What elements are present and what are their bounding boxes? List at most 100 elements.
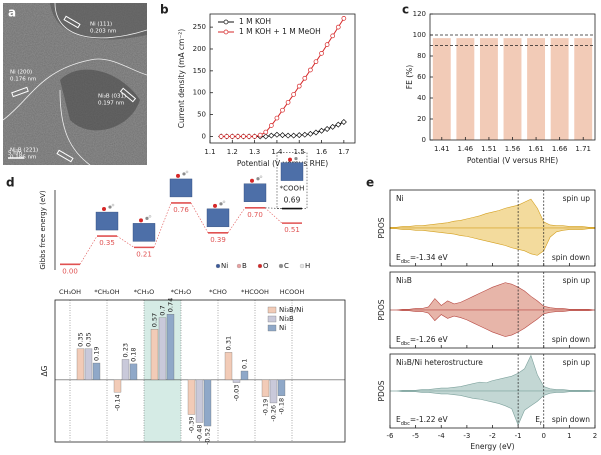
series-label: spin down [552,335,590,344]
data-point [291,92,297,97]
level-label: 0.51 [284,226,300,234]
x-tick-label: 1.1 [204,148,215,156]
connector [264,207,283,209]
adsorbate-atom [102,207,106,212]
adsorbate-atom [222,200,226,204]
y-axis-label: PDOS [377,380,386,401]
slab-model [243,183,267,202]
legend-marker [278,263,284,269]
adsorbate-atom [148,215,152,218]
panel-letter: b [160,3,169,17]
x-tick-label: -5 [412,432,419,440]
data-point [319,51,324,56]
data-point [263,129,269,135]
series-label: spin up [563,358,591,367]
x-tick-label: 1.41 [434,145,450,153]
legend-label: O [263,262,269,270]
plot-frame [389,271,596,349]
bar [224,352,233,381]
adsorbate-atom [294,156,298,161]
slab-model [206,208,230,228]
bar [527,38,546,140]
data-point [318,127,325,134]
data-point [224,134,230,139]
data-point [313,59,319,65]
dos-area [389,198,596,229]
adsorbate-atom [182,172,186,176]
legend-label: C [284,262,289,270]
legend-label: B [242,262,247,270]
category-label: CH₃OH [59,288,81,296]
grain-boundary [59,89,91,166]
data-point [241,134,246,139]
value-label: -0.48 [196,424,204,441]
value-label: -0.18 [278,398,286,415]
x-tick-label: 0 [542,432,546,440]
plot-label: Ni₃B [396,276,412,285]
bar [277,379,286,397]
data-point [307,130,314,137]
y-axis-label: PDOS [377,217,386,238]
spacing-label: 0.203 nm [90,29,116,35]
x-tick-label: 1.66 [552,145,568,153]
plot-label: Ni₃B/Ni heterostructure [396,358,483,367]
lattice-marker [119,87,137,103]
y-tick-label: 50 [197,111,206,119]
grain-region [60,69,140,131]
x-tick-label: 1.46 [458,145,474,153]
value-label: 0.57 [151,313,159,327]
level-label: 0.21 [136,250,152,258]
lattice-marker [56,149,74,163]
slab-model [280,162,304,181]
y-tick-label: 120 [413,10,426,18]
value-label: 0.35 [85,332,93,346]
adsorbate-atom [145,216,149,220]
bar [203,379,212,427]
legend-marker [299,263,305,269]
y-tick-label: 20 [417,115,426,123]
x-tick-label: -4 [438,432,446,440]
lattice-marker [63,15,81,29]
data-point [218,134,224,139]
y-axis-label: PDOS [377,299,386,320]
data-point [329,123,336,130]
y-tick-label: 60 [417,73,426,81]
y-tick-label: 40 [417,94,426,102]
adsorbate-atom [108,205,112,209]
bar [503,38,522,140]
data-point [312,129,319,136]
y-tick-label: 100 [193,89,206,97]
spacing-label: 0.176 nm [10,77,36,83]
connector [190,202,209,233]
connector [264,207,283,224]
legend-label: Ni [279,324,286,332]
slab-model [169,178,193,198]
adsorbate-atom [111,203,115,207]
data-point [274,115,280,121]
bar [129,363,138,381]
bar [261,379,270,397]
level-label: 0.70 [247,211,263,219]
category-label: *HCOOH [241,288,269,296]
scale-bar-label: 5 nm [8,151,22,157]
value-label: 0.74 [167,298,175,312]
x-tick-label: -6 [387,432,395,440]
series-line [221,18,345,137]
bar [195,379,204,423]
data-point [257,132,263,138]
y-tick-label: 250 [193,23,206,31]
panel-letter: d [6,176,15,190]
spacing-label: 0.197 nm [98,101,124,107]
category-label: *CH₂OH [94,288,119,296]
x-tick-label: 1 [567,432,571,440]
data-point [279,132,286,139]
dos-area [390,390,596,426]
bar [121,359,130,381]
x-tick-label: 1.7 [338,148,349,156]
plot-frame [209,13,356,144]
level-label: 0.00 [62,267,78,275]
bar [76,348,85,381]
x-tick-label: -2 [489,432,496,440]
data-point [302,75,308,81]
